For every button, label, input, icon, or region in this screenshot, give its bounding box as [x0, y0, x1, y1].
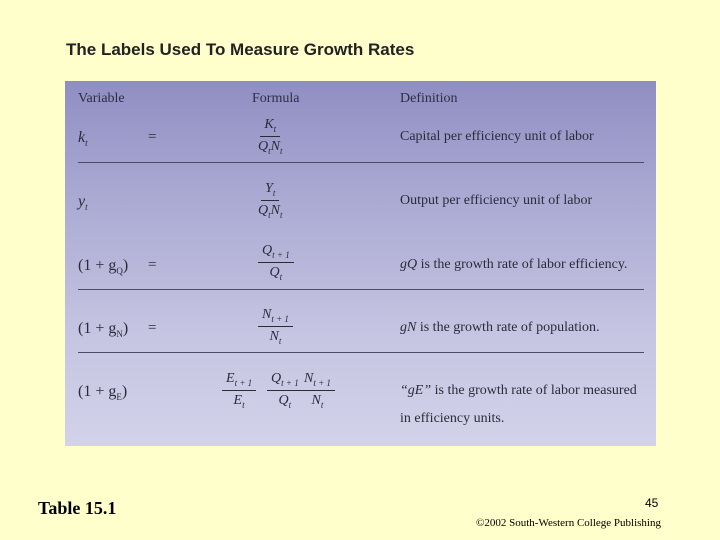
definition-y: Output per efficiency unit of labor: [400, 193, 593, 208]
header-variable: Variable: [78, 91, 125, 106]
copyright-notice: ©2002 South-Western College Publishing: [476, 517, 661, 529]
definition-gq: gQ is the growth rate of labor efficienc…: [400, 257, 628, 272]
slide-title: The Labels Used To Measure Growth Rates: [66, 40, 415, 59]
definition-k: Capital per efficiency unit of labor: [400, 129, 594, 144]
definition-ge-line2: in efficiency units.: [400, 411, 505, 426]
equals-sign: =: [148, 320, 157, 336]
variable-k: kt: [78, 129, 88, 149]
formula-ge-q: Qt + 1 Qt: [267, 371, 303, 410]
definition-gn: gN is the growth rate of population.: [400, 320, 600, 335]
row-divider: [78, 162, 644, 163]
formula-y: Yt QtNt: [258, 181, 283, 220]
definition-ge: “gE” is the growth rate of labor measure…: [400, 383, 637, 398]
formula-gq: Qt + 1 Qt: [258, 243, 294, 282]
formula-k: Kt QtNt: [258, 117, 283, 156]
formula-ge-efficiency: Et + 1 Et: [222, 371, 257, 410]
row-divider: [78, 289, 644, 290]
header-definition: Definition: [400, 91, 458, 106]
page-number: 45: [645, 496, 659, 510]
formula-ge-n: Nt + 1 Nt: [300, 371, 335, 410]
growth-rate-table: Variable Formula Definition kt = Kt QtNt…: [65, 81, 656, 446]
row-divider: [78, 352, 644, 353]
table-label: Table 15.1: [38, 498, 117, 518]
header-formula: Formula: [252, 91, 300, 106]
variable-ge: (1 + gE): [78, 383, 128, 403]
equals-sign: =: [148, 129, 157, 145]
equals-sign: =: [148, 257, 157, 273]
formula-gn: Nt + 1 Nt: [258, 307, 293, 346]
variable-y: yt: [78, 193, 88, 213]
variable-gq: (1 + gQ): [78, 257, 129, 277]
variable-gn: (1 + gN): [78, 320, 129, 340]
